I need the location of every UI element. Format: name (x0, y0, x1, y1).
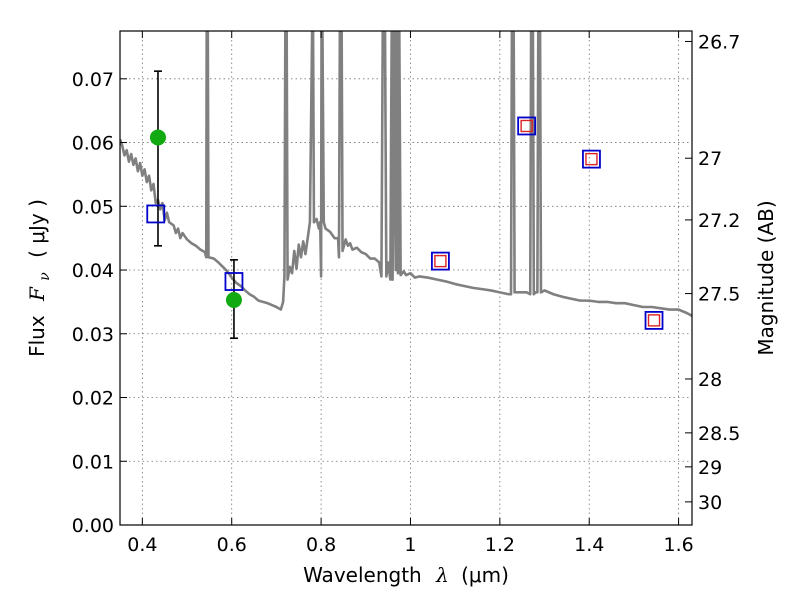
magnitude-tick-label: 27.5 (698, 284, 740, 306)
magnitude-axis-title: Magnitude (AB) (754, 200, 778, 355)
observed-flux-point (149, 129, 166, 146)
nir-photometry-square (585, 152, 598, 166)
magnitude-tick-label: 28 (698, 369, 722, 391)
sed-model-line (120, 31, 692, 318)
x-axis-title-symbol: λ (435, 563, 449, 587)
x-tick-label: 0.8 (306, 534, 336, 556)
x-tick-label: 1.6 (663, 534, 693, 556)
y-axis-title: Flux F ν ( μJy ) (25, 199, 54, 357)
x-tick-label: 0.6 (217, 534, 247, 556)
x-axis-title-text: Wavelength (303, 563, 422, 587)
y-tick-label: 0.07 (72, 69, 114, 91)
observed-flux-point (225, 291, 242, 308)
y-tick-label: 0.02 (72, 388, 114, 410)
nir-photometry-square (647, 314, 661, 327)
y-tick-label: 0.01 (72, 451, 114, 473)
x-tick-label: 1 (404, 534, 416, 556)
x-tick-label: 1.2 (485, 534, 515, 556)
x-axis-title-unit: (μm) (461, 563, 509, 587)
y-tick-label: 0.04 (72, 260, 114, 282)
plot-frame (119, 30, 693, 526)
x-tick-label: 1.4 (574, 534, 604, 556)
y-axis-title-unit: ( μJy ) (25, 199, 49, 258)
y-axis-title-symbol: F (25, 286, 49, 302)
magnitude-tick-label: 30 (698, 492, 722, 514)
magnitude-tick-label: 29 (698, 457, 722, 479)
x-axis-title: Wavelength λ (μm) (303, 563, 509, 587)
nir-photometry-square (520, 119, 533, 133)
model-photometry-square (582, 149, 601, 169)
nir-photometry-square (434, 254, 447, 268)
y-tick-label: 0.05 (72, 196, 114, 218)
y-axis-title-text: Flux (25, 315, 49, 357)
model-photometry-square (517, 116, 537, 136)
model-photometry-square (224, 272, 244, 291)
tick-layer: 0.4 0.6 0.8 1 1.2 1.4 1.6 0.00 0.01 0.02 0.03 0.04 0… (72, 31, 740, 556)
magnitude-tick-label: 26.7 (698, 31, 740, 53)
magnitude-tick-label: 27.2 (698, 210, 740, 232)
y-tick-label: 0.06 (72, 133, 114, 155)
line-layer (120, 31, 692, 318)
y-tick-label: 0.03 (72, 324, 114, 346)
model-photometry-square (644, 310, 664, 330)
magnitude-tick-label: 28.5 (698, 423, 740, 445)
magnitude-tick-label: 27 (698, 148, 722, 170)
x-tick-label: 0.4 (127, 534, 157, 556)
y-axis-title-subscript: ν (37, 272, 53, 281)
model-photometry-square (146, 204, 166, 224)
y-tick-label: 0.00 (72, 515, 114, 537)
marker-layer (146, 70, 664, 340)
model-photometry-square (431, 251, 450, 271)
